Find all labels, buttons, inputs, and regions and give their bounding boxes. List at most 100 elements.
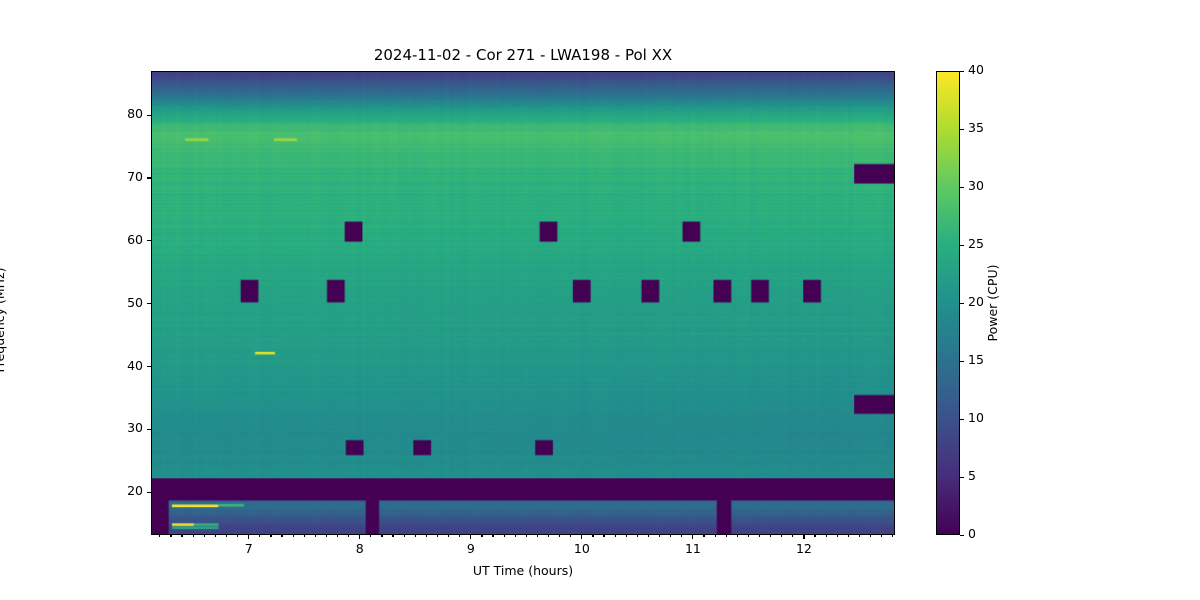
x-tick-mark — [747, 535, 749, 538]
colorbar-label: Power (CPU) — [985, 264, 1000, 342]
x-tick-mark — [525, 535, 527, 538]
colorbar-tick-label: 25 — [968, 236, 984, 251]
x-tick-mark — [303, 535, 305, 538]
x-tick-label: 11 — [684, 541, 701, 556]
colorbar-tick-label: 5 — [968, 468, 976, 483]
y-tick-mark — [147, 114, 151, 116]
y-tick-label: 30 — [127, 420, 143, 436]
x-tick-mark — [192, 535, 194, 538]
x-tick-mark — [803, 535, 805, 539]
x-tick-mark — [336, 535, 339, 538]
x-tick-mark — [225, 535, 228, 538]
x-tick-mark — [259, 535, 261, 538]
x-tick-mark — [781, 535, 783, 538]
x-tick-mark — [670, 535, 672, 538]
x-tick-mark — [214, 535, 216, 538]
x-tick-mark — [325, 535, 328, 538]
x-tick-mark — [647, 535, 650, 538]
y-tick-mark — [147, 240, 151, 242]
x-tick-mark — [237, 535, 239, 538]
x-tick-label: 9 — [466, 541, 475, 556]
x-tick-mark — [159, 535, 161, 538]
colorbar-tick-label: 15 — [968, 352, 984, 367]
colorbar-tick-mark — [960, 418, 964, 420]
x-tick-mark — [492, 535, 494, 538]
x-tick-label: 8 — [355, 541, 364, 556]
x-tick-mark — [425, 535, 427, 538]
colorbar-tick-label: 30 — [968, 178, 984, 193]
y-tick-mark — [147, 303, 151, 305]
colorbar-tick-mark — [960, 128, 964, 130]
x-tick-mark — [825, 535, 827, 538]
colorbar-tick-mark — [960, 302, 964, 304]
colorbar-tick-mark — [960, 534, 964, 536]
colorbar-tick-label: 0 — [968, 526, 976, 541]
x-tick-mark — [592, 535, 594, 538]
x-tick-mark — [625, 535, 627, 538]
colorbar[interactable] — [936, 71, 960, 535]
y-tick-30: 30 — [0, 420, 151, 435]
y-tick-label: 50 — [127, 294, 143, 310]
x-tick-mark — [381, 535, 383, 538]
y-tick-mark — [147, 177, 151, 179]
x-tick-mark — [847, 535, 849, 538]
x-tick-mark — [836, 535, 838, 538]
x-tick-mark — [448, 535, 450, 538]
y-tick-label: 40 — [127, 357, 143, 373]
y-tick-70: 70 — [0, 169, 151, 184]
x-tick-mark — [181, 535, 183, 538]
x-tick-mark — [348, 535, 350, 538]
colorbar-tick-mark — [960, 360, 964, 362]
y-axis-label: Frequency (MHz) — [0, 267, 7, 373]
x-tick-mark — [570, 535, 572, 538]
x-tick-mark — [581, 535, 583, 539]
colorbar-tick-mark — [960, 476, 964, 478]
colorbar-tick-mark — [960, 70, 964, 72]
colorbar-tick-label: 20 — [968, 294, 984, 309]
x-tick-mark — [858, 535, 861, 538]
x-tick-mark — [170, 535, 172, 538]
y-tick-mark — [147, 491, 151, 493]
x-tick-mark — [414, 535, 416, 538]
x-tick-mark — [703, 535, 705, 538]
x-tick-mark — [725, 535, 727, 538]
y-tick-label: 70 — [127, 168, 143, 184]
x-tick-mark — [869, 535, 872, 538]
page-title: 2024-11-02 - Cor 271 - LWA198 - Pol XX — [373, 46, 673, 64]
x-tick-mark — [536, 535, 539, 538]
x-tick-mark — [436, 535, 439, 538]
x-tick-mark — [658, 535, 661, 538]
x-tick-mark — [614, 535, 616, 538]
y-tick-mark — [147, 428, 151, 431]
spectrogram-plot-area[interactable] — [151, 71, 895, 535]
x-tick-mark — [692, 535, 694, 539]
x-tick-label: 10 — [573, 541, 590, 556]
x-tick-mark — [814, 535, 816, 538]
spectrogram-image — [152, 72, 894, 534]
x-tick-mark — [736, 535, 738, 538]
y-tick-label: 60 — [127, 231, 143, 247]
x-axis-label: UT Time (hours) — [472, 563, 574, 578]
y-tick-mark — [147, 366, 151, 368]
colorbar-tick-mark — [960, 244, 964, 246]
x-tick-mark — [892, 535, 894, 538]
colorbar-tick-label: 40 — [968, 62, 984, 77]
x-tick-label: 7 — [244, 541, 253, 556]
x-tick-mark — [281, 535, 283, 538]
x-tick-mark — [370, 535, 372, 538]
colorbar-tick-label: 10 — [968, 410, 984, 425]
colorbar-tick-mark — [960, 186, 964, 188]
x-tick-mark — [359, 535, 361, 539]
x-tick-mark — [636, 535, 638, 538]
y-tick-50: 50 — [0, 295, 151, 310]
y-tick-label: 80 — [127, 106, 143, 121]
y-tick-60: 60 — [0, 232, 151, 247]
x-tick-mark — [514, 535, 516, 538]
x-tick-mark — [547, 535, 550, 538]
x-tick-mark — [403, 535, 405, 538]
x-tick-mark — [792, 535, 794, 538]
x-tick-mark — [503, 535, 505, 538]
x-tick-mark — [559, 535, 561, 538]
x-tick-mark — [881, 535, 883, 538]
